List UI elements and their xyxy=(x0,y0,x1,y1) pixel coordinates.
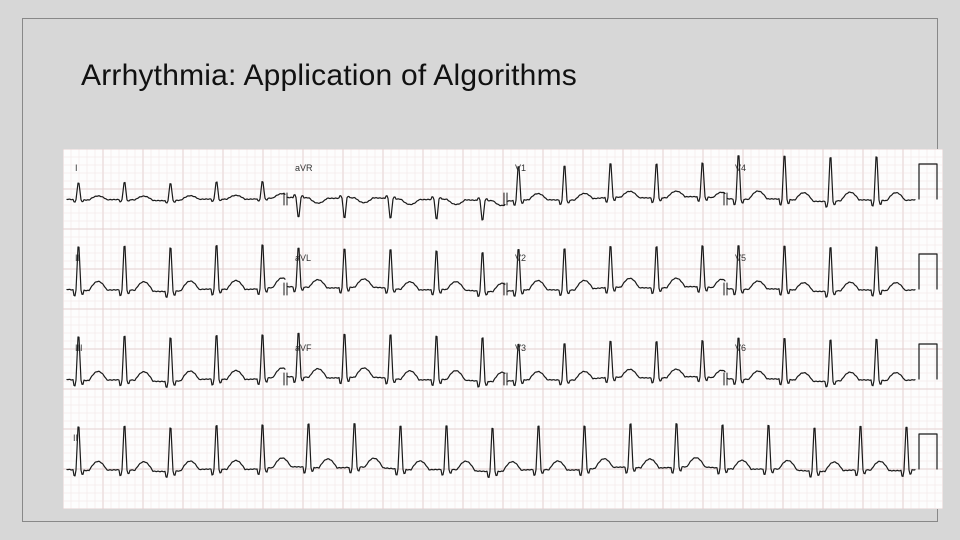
lead-aVR xyxy=(287,195,505,220)
lead-V3 xyxy=(507,341,725,386)
svg-text:II: II xyxy=(75,253,80,263)
svg-text:aVR: aVR xyxy=(295,163,313,173)
svg-text:aVL: aVL xyxy=(295,253,311,263)
ecg-panel: IaVR V1 V4 II aVL V2 V5 III aVF V3 V6 II xyxy=(63,149,943,509)
svg-text:V6: V6 xyxy=(735,343,746,353)
lead-aVF xyxy=(287,333,505,387)
ecg-svg: IaVR V1 V4 II aVL V2 V5 III aVF V3 V6 II xyxy=(63,149,943,509)
svg-text:V2: V2 xyxy=(515,253,526,263)
lead-III xyxy=(67,335,285,387)
svg-text:V1: V1 xyxy=(515,163,526,173)
svg-text:II: II xyxy=(73,433,78,443)
svg-text:V4: V4 xyxy=(735,163,746,173)
svg-text:V3: V3 xyxy=(515,343,526,353)
lead-aVL xyxy=(287,248,505,296)
svg-text:III: III xyxy=(75,343,83,353)
svg-text:aVF: aVF xyxy=(295,343,312,353)
lead-V2 xyxy=(507,246,725,296)
lead-I xyxy=(67,182,285,203)
svg-text:V5: V5 xyxy=(735,253,746,263)
svg-text:I: I xyxy=(75,163,78,173)
cal-pulse-row-0 xyxy=(919,164,937,199)
slide-title: Arrhythmia: Application of Algorithms xyxy=(81,59,577,93)
lead-V1 xyxy=(507,163,725,205)
cal-pulse-row-1 xyxy=(919,254,937,289)
ecg-grid xyxy=(63,149,943,509)
slide-frame: Arrhythmia: Application of Algorithms Ia… xyxy=(22,18,938,522)
cal-pulse-row-3 xyxy=(919,434,937,469)
